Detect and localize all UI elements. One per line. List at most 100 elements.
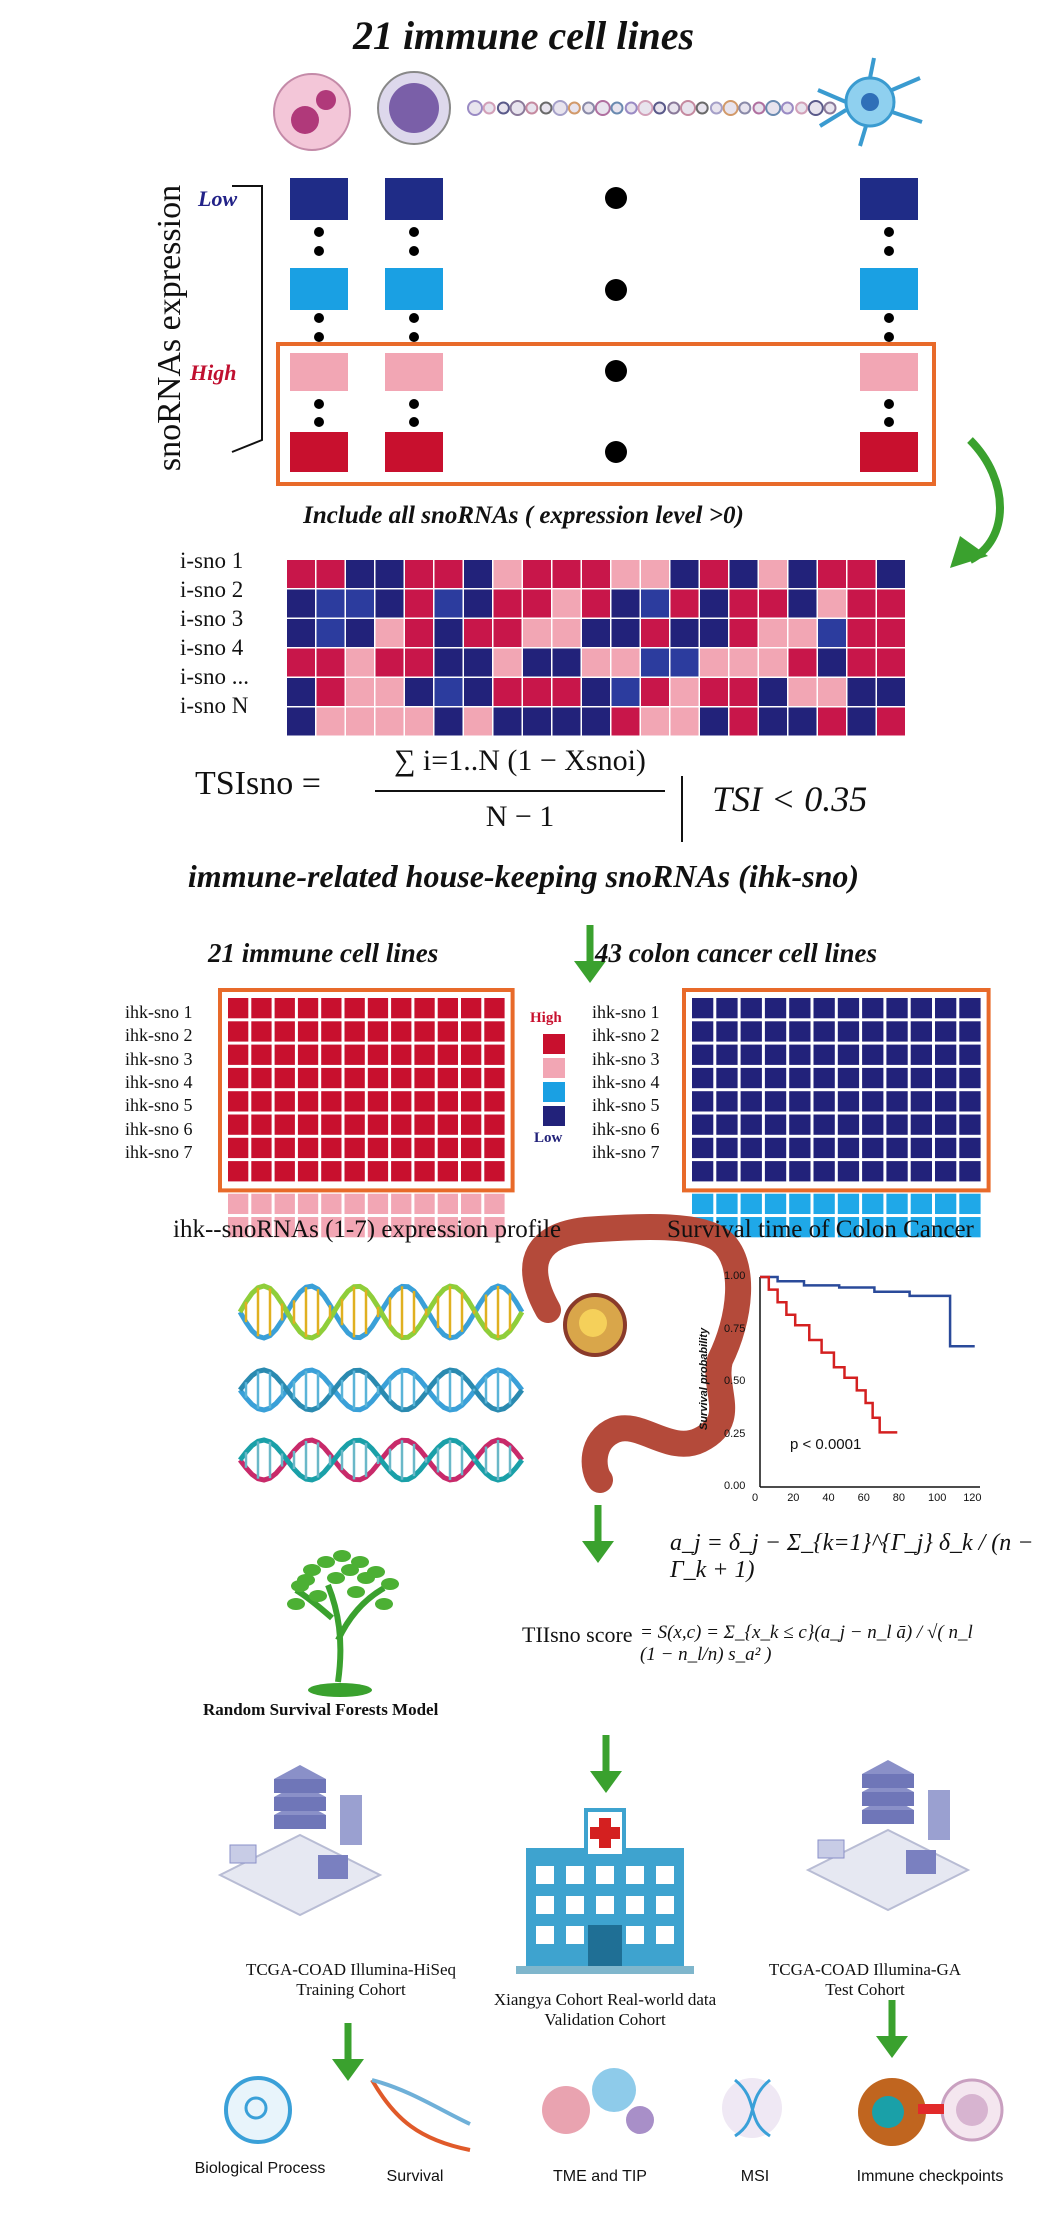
hospital-window <box>536 1896 554 1914</box>
grid-cell <box>764 1161 787 1182</box>
grid-cell <box>437 998 458 1019</box>
heatmap-cell <box>464 678 492 706</box>
low-label: Low <box>198 186 238 211</box>
grid-cell <box>813 998 835 1019</box>
grid-cell <box>740 1161 762 1182</box>
small-cell-icon <box>610 101 624 115</box>
leaf <box>287 1598 305 1610</box>
heatmap-row-label: i-sno 3 <box>180 606 244 631</box>
km-xtick: 80 <box>892 1492 906 1504</box>
grid-cell <box>862 1137 884 1159</box>
heatmap-cell <box>346 619 374 647</box>
grid-cell <box>764 1137 787 1159</box>
hospital-window <box>566 1896 584 1914</box>
grid-cell <box>391 998 412 1019</box>
grid-cell <box>437 1161 458 1182</box>
grid-cell <box>321 1067 342 1089</box>
grid-cell <box>789 1021 811 1042</box>
heatmap-cell <box>582 707 610 736</box>
hospital-window <box>626 1896 644 1914</box>
annotation-cell <box>886 1193 908 1215</box>
heatmap-cell <box>788 560 817 588</box>
leaf <box>317 1556 335 1568</box>
heatmap-cell <box>641 589 669 618</box>
heatmap-cell <box>316 648 345 677</box>
heatmap-row-label: i-sno N <box>180 693 249 718</box>
grid-cell <box>716 1091 738 1112</box>
grid-cell <box>813 1044 835 1065</box>
expression-legend <box>543 1034 565 1126</box>
heatmap-cell <box>641 619 669 647</box>
grid-cell <box>789 1114 811 1135</box>
annotation-cell <box>935 1193 957 1215</box>
heatmap-cell <box>375 589 404 618</box>
heatmap-cell <box>493 678 522 706</box>
km-xtick: 120 <box>963 1492 982 1504</box>
heatmap-cell <box>316 589 345 618</box>
grid-cell <box>367 998 389 1019</box>
leaf <box>381 1578 399 1590</box>
grid-cell <box>837 1137 860 1159</box>
heatmap-cell <box>641 707 669 736</box>
heatmap-cell <box>729 707 758 736</box>
small-cell-icon <box>695 101 709 115</box>
heatmap-cell <box>405 560 433 588</box>
grid-cell <box>344 1137 365 1159</box>
annotation-cell <box>837 1217 860 1238</box>
grid-cell <box>789 1067 811 1089</box>
annotation-cell <box>274 1193 295 1215</box>
heatmap-cell <box>788 619 817 647</box>
expression-axis-label: snoRNAs expression <box>151 184 188 472</box>
left-grid-row-label: ihk-sno 7 <box>125 1141 193 1162</box>
grid-cell <box>959 1044 981 1065</box>
grid-cell <box>910 998 932 1019</box>
grid-cell <box>716 1067 738 1089</box>
leaf <box>309 1590 327 1602</box>
grid-cell <box>740 1021 762 1042</box>
grid-cell <box>959 1067 981 1089</box>
heatmap-cell <box>818 619 846 647</box>
small-cell-icon <box>795 101 809 115</box>
heatmap-cell <box>788 707 817 736</box>
annotation-cell <box>344 1193 365 1215</box>
heatmap-cell <box>464 707 492 736</box>
grid-cell <box>910 1091 932 1112</box>
grid-cell <box>344 998 365 1019</box>
grid-cell <box>228 1137 249 1159</box>
grid-cell <box>910 1161 932 1182</box>
immune-ihk-heatmap <box>218 988 515 1238</box>
grid-cell <box>789 1091 811 1112</box>
grid-cell <box>321 1161 342 1182</box>
heatmap-cell <box>877 648 905 677</box>
grid-cell <box>716 1161 738 1182</box>
dot <box>314 399 324 409</box>
heatmap-cell <box>434 619 463 647</box>
annotation-cell <box>367 1193 389 1215</box>
grid-cell <box>251 1161 272 1182</box>
grid-cell <box>837 1067 860 1089</box>
leaf <box>303 1564 321 1576</box>
left-caption: ihk--snoRNAs (1-7) expression profile <box>173 1216 562 1243</box>
grid-cell <box>391 1067 412 1089</box>
right-grid-row-label: ihk-sno 5 <box>592 1095 660 1116</box>
left-grid-row-label: ihk-sno 1 <box>125 1002 193 1022</box>
hospital-window <box>566 1926 584 1944</box>
hospital-window <box>626 1926 644 1944</box>
annotation-cell <box>740 1193 762 1215</box>
grid-cell <box>716 1137 738 1159</box>
small-cell-icon <box>780 101 794 115</box>
heatmap-cell <box>375 560 404 588</box>
heatmap-cell <box>493 589 522 618</box>
grid-cell <box>274 1091 295 1112</box>
hospital-window <box>596 1896 614 1914</box>
grid-cell <box>391 1137 412 1159</box>
hospital-window <box>656 1866 674 1884</box>
small-cell-icon <box>680 100 696 116</box>
grid-cell <box>837 998 860 1019</box>
grid-cell <box>764 1067 787 1089</box>
annotation-cell <box>391 1217 412 1238</box>
tiisno-formula: = S(x,c) = Σ_{x_k ≤ c}(a_j − n_l ā) / √(… <box>640 1622 973 1665</box>
grid-cell <box>414 1067 435 1089</box>
output-msi: MSI <box>740 2168 770 2185</box>
dot <box>314 227 324 237</box>
